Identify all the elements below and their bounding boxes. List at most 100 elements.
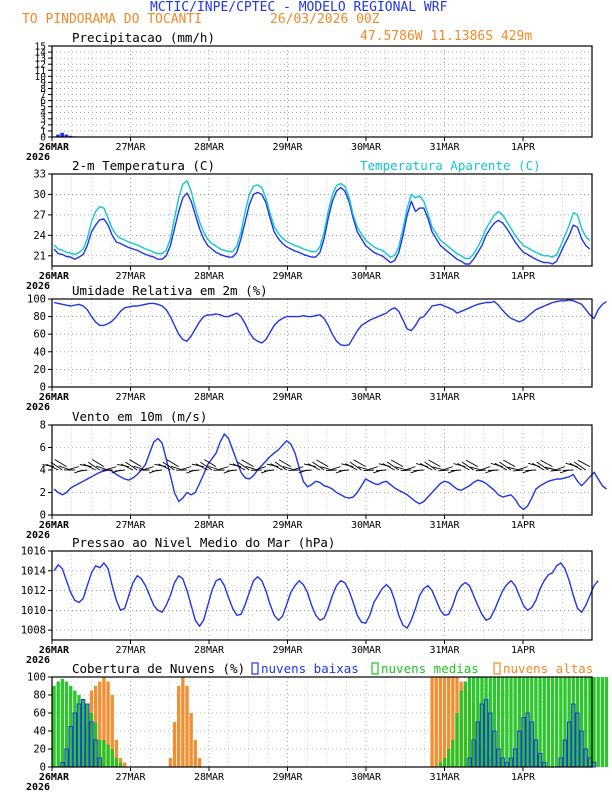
clouds-xtick-label: 29MAR [272, 772, 303, 783]
wind-barb [525, 469, 536, 472]
precip-ytick-label: 3 [40, 114, 46, 125]
cloud-bar-nuvens-medias [442, 758, 447, 767]
slp-xtick-label: 28MAR [194, 645, 225, 656]
cloud-bar-nuvens-medias [459, 690, 463, 767]
clouds-panel [48, 676, 609, 771]
wind-barb [390, 459, 404, 468]
cloud-bar-nuvens-medias [73, 690, 77, 767]
slp-ytick-label: 1012 [21, 585, 46, 597]
cloud-bar-nuvens-medias [546, 677, 551, 767]
cloud-legend-swatch [371, 662, 379, 675]
wind-barb [266, 463, 279, 468]
slp-title: Pressao ao Nivel Medio do Mar (hPa) [72, 535, 335, 550]
wind-barb [191, 463, 204, 468]
precip-ytick-label: 8 [40, 84, 46, 95]
wind-barb [577, 459, 591, 468]
precip-xtick-label: 26MAR [39, 142, 70, 153]
temp-series-line [53, 180, 591, 260]
wind-barb [325, 469, 337, 471]
wind-barb [512, 469, 524, 472]
wind-barb [79, 464, 92, 468]
cloud-bar-nuvens-medias [118, 762, 123, 767]
cloud-bar-nuvens-altas [451, 677, 455, 767]
wind-barb [229, 463, 242, 468]
wind-barb [303, 463, 316, 468]
cloud-bar-nuvens-medias [102, 740, 106, 767]
clouds-ytick-label: 100 [27, 672, 46, 684]
wind-barb [457, 462, 470, 471]
precip-ytick-label: 6 [40, 96, 46, 107]
clouds-ytick-label: 80 [33, 690, 46, 702]
wind-barb [107, 466, 117, 470]
rh-ytick-label: 60 [33, 329, 46, 341]
cloud-bar-nuvens-altas [168, 758, 173, 767]
temp-ytick-label: 33 [33, 169, 46, 181]
cloud-bar-nuvens-medias [85, 704, 89, 767]
clouds-ytick-label: 60 [33, 708, 46, 720]
wind-xtick-label: 1APR [511, 520, 536, 531]
wind-barb [475, 469, 487, 472]
wind-barb [316, 459, 329, 468]
precip-ytick-label: 12 [35, 60, 46, 71]
wind-barb [481, 466, 491, 470]
wind-barb [170, 465, 183, 471]
precip-ytick-label: 2 [40, 120, 46, 131]
wind-barb [195, 463, 208, 471]
wind-barb [95, 465, 109, 471]
wind-barb [241, 459, 254, 468]
cloud-bar-nuvens-medias [571, 677, 575, 767]
clouds-ytick-label: 40 [33, 726, 46, 738]
cloud-bar-nuvens-medias [52, 686, 56, 767]
wind-barb [144, 466, 154, 470]
cloud-bar-nuvens-medias [110, 749, 114, 767]
run-datetime-label: 26/03/2026 00Z [270, 12, 380, 27]
cloud-bar-nuvens-medias [484, 677, 488, 767]
precip-ytick-label: 13 [35, 54, 46, 65]
wind-barb [487, 469, 499, 472]
wind-barb [569, 462, 582, 471]
clouds-xtick-label: 28MAR [194, 772, 225, 783]
wind-xtick-label: 31MAR [429, 520, 460, 531]
wind-barb [91, 459, 105, 468]
wind-ytick-label: 6 [40, 442, 46, 454]
wind-barb [400, 469, 412, 472]
cloud-bar-nuvens-altas [438, 677, 443, 767]
wind-barb [443, 466, 453, 470]
wind-barb [540, 459, 553, 468]
cloud-bar-nuvens-medias [525, 677, 530, 767]
cloud-bar-nuvens-medias [93, 722, 98, 767]
wind-ytick-label: 4 [40, 465, 46, 477]
wind-xtick-label: 27MAR [115, 520, 146, 531]
wind-barb [181, 466, 192, 470]
wind-barb [274, 461, 287, 471]
precip-ytick-label: 1 [40, 126, 46, 137]
wind-year-label: 2026 [26, 530, 50, 541]
precip-ytick-label: 5 [40, 102, 46, 113]
temp-xtick-label: 29MAR [272, 271, 303, 282]
temp-xtick-label: 31MAR [429, 271, 460, 282]
wind-barb [208, 465, 221, 471]
cloud-bar-nuvens-medias [596, 677, 600, 767]
cloud-bar-nuvens-medias [592, 677, 596, 767]
rh-frame [51, 298, 593, 388]
rh-ytick-label: 100 [27, 294, 46, 306]
wind-barb [120, 463, 134, 471]
cloud-bar-nuvens-altas [193, 740, 197, 767]
wind-ytick-label: 0 [40, 510, 46, 522]
cloud-legend-label: nuvens altas [503, 661, 593, 676]
cloud-bar-nuvens-medias [471, 677, 476, 767]
cloud-bar-nuvens-medias [555, 677, 559, 767]
cloud-bar-nuvens-medias [501, 677, 505, 767]
wind-barb [133, 465, 146, 471]
wind-barb [270, 463, 283, 471]
wind-barb [301, 469, 312, 472]
wind-ytick-label: 8 [40, 420, 46, 432]
rh-ytick-label: 20 [33, 364, 46, 376]
clouds-xtick-label: 27MAR [115, 772, 146, 783]
cloud-bar-nuvens-medias [604, 677, 609, 767]
wind-xtick-label: 28MAR [194, 520, 225, 531]
rh-xtick-label: 26MAR [39, 392, 70, 403]
wind-barb [353, 459, 366, 468]
temp-panel [48, 173, 593, 270]
wind-barb [263, 469, 275, 472]
